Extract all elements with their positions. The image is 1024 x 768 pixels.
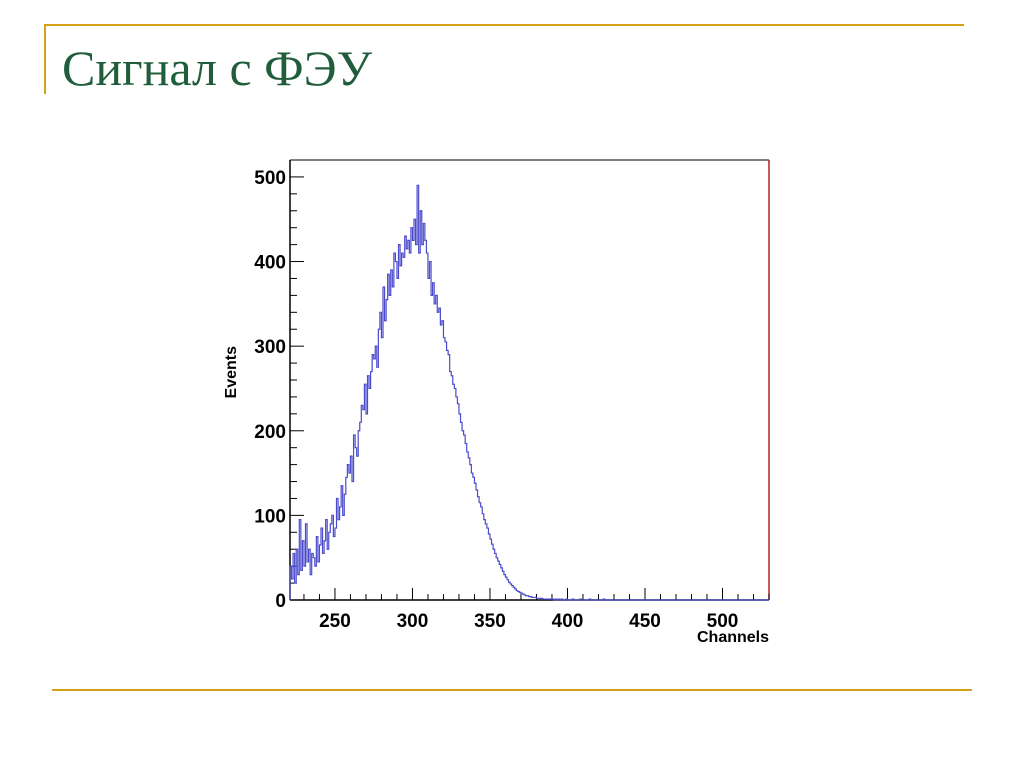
x-tick-label: 500 bbox=[707, 611, 739, 632]
slide-title: Сигнал с ФЭУ bbox=[62, 40, 373, 96]
histogram-svg: 0 100 200 300 400 500 250 300 350 400 450 500 Chann… bbox=[223, 159, 770, 646]
x-tick-label: 450 bbox=[629, 611, 661, 632]
x-tick-label: 300 bbox=[397, 611, 429, 632]
x-tick-label: 250 bbox=[319, 611, 351, 632]
y-axis-title: Events bbox=[223, 346, 240, 399]
bottom-accent-rule bbox=[52, 689, 972, 691]
x-axis-title: Channels bbox=[697, 629, 769, 646]
top-accent-rule bbox=[44, 24, 964, 26]
histogram-chart: 0 100 200 300 400 500 250 300 350 400 450 500 Chann… bbox=[210, 150, 790, 660]
histogram-series bbox=[289, 184, 769, 601]
y-tick-label: 200 bbox=[254, 422, 286, 443]
y-tick-label: 100 bbox=[254, 506, 286, 527]
left-accent-rule bbox=[44, 24, 46, 94]
x-tick-label: 400 bbox=[552, 611, 584, 632]
x-tick-label: 350 bbox=[474, 611, 506, 632]
y-tick-label: 300 bbox=[254, 337, 286, 358]
y-tick-label: 0 bbox=[275, 591, 286, 612]
y-tick-label: 400 bbox=[254, 253, 286, 274]
y-tick-label: 500 bbox=[254, 168, 286, 189]
